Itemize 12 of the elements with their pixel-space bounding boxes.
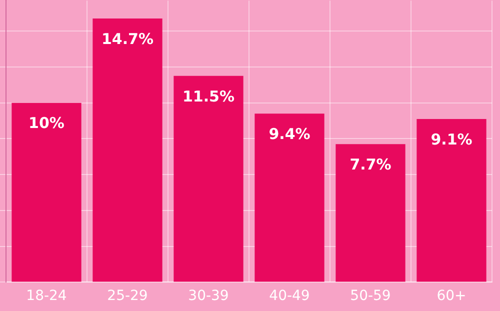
- data-label: 7.7%: [350, 155, 392, 174]
- data-label: 11.5%: [182, 87, 235, 106]
- x-tick-label: 18-24: [26, 288, 67, 304]
- data-label: 10%: [28, 114, 64, 132]
- x-tick-label: 25-29: [107, 288, 148, 304]
- x-tick-label: 60+: [436, 288, 466, 304]
- x-tick-label: 50-59: [350, 288, 391, 304]
- x-tick-label: 30-39: [188, 288, 229, 304]
- x-tick-label: 40-49: [269, 288, 310, 304]
- data-label: 14.7%: [101, 30, 154, 48]
- data-label: 9.4%: [268, 124, 310, 143]
- data-label: 9.1%: [430, 130, 472, 148]
